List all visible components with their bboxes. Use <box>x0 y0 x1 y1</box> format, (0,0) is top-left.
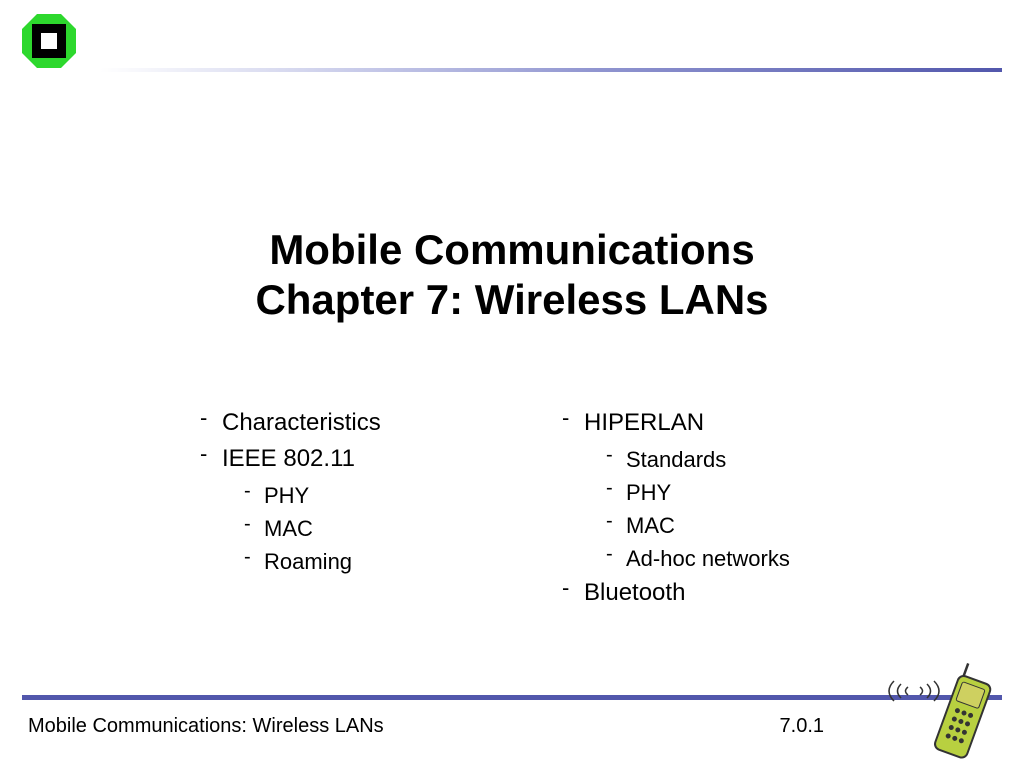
sub-item: PHY <box>244 479 522 512</box>
sub-item: MAC <box>606 509 884 542</box>
sub-item: Roaming <box>244 545 522 578</box>
item-label: Characteristics <box>222 409 381 436</box>
sub-item: PHY <box>606 476 884 509</box>
bottom-divider <box>22 695 1002 700</box>
list-item: Characteristics <box>200 405 522 441</box>
item-label: IEEE 802.11 <box>222 445 355 472</box>
sub-item: Standards <box>606 443 884 476</box>
list-item: Bluetooth <box>562 575 884 611</box>
left-column: Characteristics IEEE 802.11 PHY MAC Roam… <box>200 405 522 611</box>
list-item: IEEE 802.11 PHY MAC Roaming <box>200 441 522 578</box>
item-label: Bluetooth <box>584 579 685 606</box>
content-columns: Characteristics IEEE 802.11 PHY MAC Roam… <box>200 405 884 611</box>
item-label: HIPERLAN <box>584 409 704 436</box>
footer-title: Mobile Communications: Wireless LANs <box>28 715 384 738</box>
right-column: HIPERLAN Standards PHY MAC Ad-hoc networ… <box>562 405 884 611</box>
top-divider <box>100 68 1002 72</box>
sub-item: MAC <box>244 512 522 545</box>
list-item: HIPERLAN Standards PHY MAC Ad-hoc networ… <box>562 405 884 575</box>
footer-page-number: 7.0.1 <box>780 715 824 738</box>
title-line-2: Chapter 7: Wireless LANs <box>0 275 1024 325</box>
sub-item: Ad-hoc networks <box>606 542 884 575</box>
cellphone-icon <box>879 653 1009 763</box>
title-line-1: Mobile Communications <box>0 225 1024 275</box>
slide-title: Mobile Communications Chapter 7: Wireles… <box>0 225 1024 326</box>
logo-icon <box>20 12 78 70</box>
